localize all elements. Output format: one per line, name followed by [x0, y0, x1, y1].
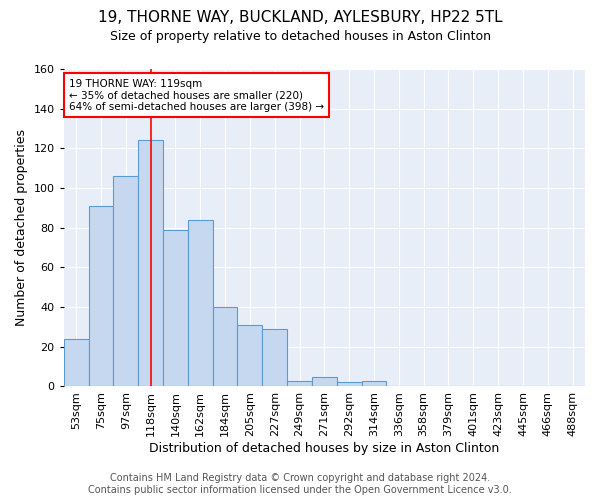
- Text: 19, THORNE WAY, BUCKLAND, AYLESBURY, HP22 5TL: 19, THORNE WAY, BUCKLAND, AYLESBURY, HP2…: [98, 10, 502, 25]
- Bar: [312, 376, 337, 386]
- Text: Size of property relative to detached houses in Aston Clinton: Size of property relative to detached ho…: [110, 30, 491, 43]
- Bar: [337, 382, 362, 386]
- Bar: [163, 230, 188, 386]
- Text: 19 THORNE WAY: 119sqm
← 35% of detached houses are smaller (220)
64% of semi-det: 19 THORNE WAY: 119sqm ← 35% of detached …: [69, 78, 324, 112]
- Bar: [64, 339, 89, 386]
- Bar: [113, 176, 138, 386]
- Text: Contains HM Land Registry data © Crown copyright and database right 2024.
Contai: Contains HM Land Registry data © Crown c…: [88, 474, 512, 495]
- Bar: [287, 380, 312, 386]
- X-axis label: Distribution of detached houses by size in Aston Clinton: Distribution of detached houses by size …: [149, 442, 499, 455]
- Bar: [238, 325, 262, 386]
- Bar: [362, 380, 386, 386]
- Bar: [212, 307, 238, 386]
- Bar: [138, 140, 163, 386]
- Y-axis label: Number of detached properties: Number of detached properties: [15, 129, 28, 326]
- Bar: [262, 329, 287, 386]
- Bar: [188, 220, 212, 386]
- Bar: [89, 206, 113, 386]
